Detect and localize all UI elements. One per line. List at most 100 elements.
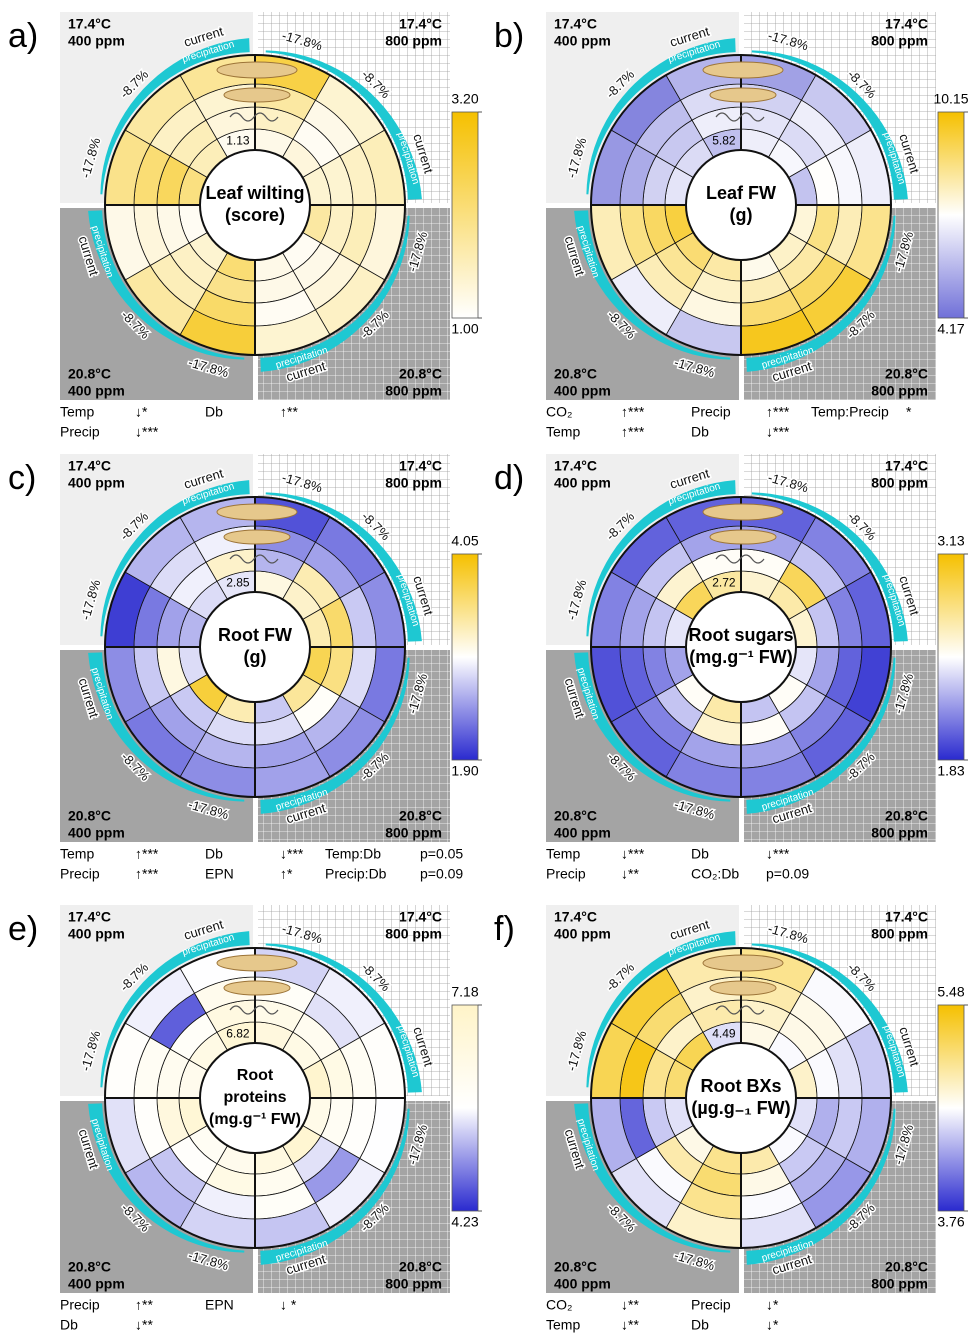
value-label: 5.82 <box>712 133 736 147</box>
value-label: 1.13 <box>226 133 250 147</box>
co2-label: 800 ppm <box>385 475 442 491</box>
stat-significance: ↓* <box>135 404 148 420</box>
temperature-label: 20.8°C <box>68 808 111 824</box>
stat-significance: p=0.05 <box>420 846 463 862</box>
center-title: (score) <box>225 205 285 225</box>
temperature-label: 17.4°C <box>885 16 928 32</box>
panel-label: d) <box>494 459 524 497</box>
panel: d)17.4°C400 ppm17.4°C800 ppm20.8°C400 pp… <box>494 454 968 882</box>
stat-term: Temp <box>546 1317 580 1333</box>
larva-icon <box>217 955 297 971</box>
stat-significance: ↓** <box>621 1317 639 1333</box>
larva-icon <box>703 62 783 78</box>
co2-label: 400 ppm <box>68 33 125 49</box>
co2-label: 400 ppm <box>554 475 611 491</box>
colorbar <box>938 1005 964 1211</box>
temperature-label: 20.8°C <box>554 1259 597 1275</box>
center-title: (mg.g⁻¹ FW) <box>689 647 792 667</box>
stat-significance: ↑* <box>280 866 293 882</box>
temperature-label: 17.4°C <box>885 909 928 925</box>
colorbar-label: 3.20 <box>451 91 478 107</box>
stat-significance: ↓*** <box>766 424 790 440</box>
value-label: 6.82 <box>226 1026 250 1040</box>
stat-significance: ↓*** <box>621 846 645 862</box>
stat-significance: ↓* <box>766 1317 779 1333</box>
temperature-label: 20.8°C <box>554 808 597 824</box>
value-label: 4.49 <box>712 1026 736 1040</box>
stat-significance: ↑** <box>280 404 298 420</box>
stat-term: CO₂ <box>546 1297 572 1313</box>
figure: a)17.4°C400 ppm17.4°C800 ppm20.8°C400 pp… <box>0 0 972 1339</box>
co2-label: 800 ppm <box>871 926 928 942</box>
larva-icon <box>710 981 776 995</box>
co2-label: 800 ppm <box>871 825 928 841</box>
panel-label: b) <box>494 17 524 55</box>
stat-term: EPN <box>205 866 234 882</box>
co2-label: 800 ppm <box>871 475 928 491</box>
temperature-label: 17.4°C <box>68 16 111 32</box>
temperature-label: 17.4°C <box>885 458 928 474</box>
stat-significance: p=0.09 <box>766 866 809 882</box>
center-title: (µg.g₋₁ FW) <box>691 1098 790 1118</box>
colorbar-label: 10.15 <box>933 91 968 107</box>
colorbar-label: 4.23 <box>451 1214 478 1230</box>
stat-term: Precip <box>691 1297 731 1313</box>
colorbar-label: 3.13 <box>937 533 964 549</box>
colorbar-label: 5.48 <box>937 984 964 1000</box>
stat-significance: * <box>906 404 912 420</box>
co2-label: 800 ppm <box>385 33 442 49</box>
colorbar-label: 7.18 <box>451 984 478 1000</box>
panel-label: f) <box>494 910 515 948</box>
stat-term: CO₂ <box>546 404 572 420</box>
temperature-label: 20.8°C <box>68 366 111 382</box>
larva-icon <box>710 88 776 102</box>
co2-label: 400 ppm <box>68 383 125 399</box>
co2-label: 800 ppm <box>385 825 442 841</box>
temperature-label: 20.8°C <box>885 808 928 824</box>
stat-term: Db <box>691 846 709 862</box>
stat-term: Precip <box>691 404 731 420</box>
center-title: (mg.g⁻¹ FW) <box>209 1111 301 1128</box>
temperature-label: 17.4°C <box>554 458 597 474</box>
temperature-label: 17.4°C <box>554 909 597 925</box>
panel-label: a) <box>8 17 38 55</box>
co2-label: 400 ppm <box>68 1276 125 1292</box>
stat-significance: ↓*** <box>280 846 304 862</box>
stat-significance: ↓*** <box>135 424 159 440</box>
center-title: Leaf wilting <box>206 183 305 203</box>
stat-term: Precip <box>60 866 100 882</box>
stat-term: Temp <box>546 424 580 440</box>
stat-significance: ↓** <box>621 866 639 882</box>
value-label: 2.85 <box>226 575 250 589</box>
stat-term: Db <box>691 1317 709 1333</box>
colorbar-label: 4.05 <box>451 533 478 549</box>
temperature-label: 20.8°C <box>68 1259 111 1275</box>
temperature-label: 17.4°C <box>399 16 442 32</box>
stat-significance: ↑*** <box>621 424 645 440</box>
temperature-label: 20.8°C <box>885 366 928 382</box>
temperature-label: 20.8°C <box>885 1259 928 1275</box>
larva-icon <box>224 530 290 544</box>
stat-term: Temp:Db <box>325 846 381 862</box>
panel: c)17.4°C400 ppm17.4°C800 ppm20.8°C400 pp… <box>8 454 482 882</box>
colorbar <box>452 112 478 318</box>
center-title: Root sugars <box>688 625 793 645</box>
stat-significance: ↑*** <box>135 846 159 862</box>
co2-label: 400 ppm <box>554 825 611 841</box>
colorbar <box>452 1005 478 1211</box>
temperature-label: 17.4°C <box>399 909 442 925</box>
stat-term: Temp <box>546 846 580 862</box>
co2-label: 400 ppm <box>554 33 611 49</box>
stat-significance: ↓** <box>621 1297 639 1313</box>
colorbar <box>938 112 964 318</box>
stat-term: Db <box>691 424 709 440</box>
stat-significance: ↑** <box>135 1297 153 1313</box>
colorbar-label: 4.17 <box>937 321 964 337</box>
temperature-label: 20.8°C <box>399 366 442 382</box>
co2-label: 800 ppm <box>871 33 928 49</box>
stat-term: EPN <box>205 1297 234 1313</box>
larva-icon <box>703 504 783 520</box>
center-title: Root BXs <box>701 1076 782 1096</box>
co2-label: 800 ppm <box>871 1276 928 1292</box>
